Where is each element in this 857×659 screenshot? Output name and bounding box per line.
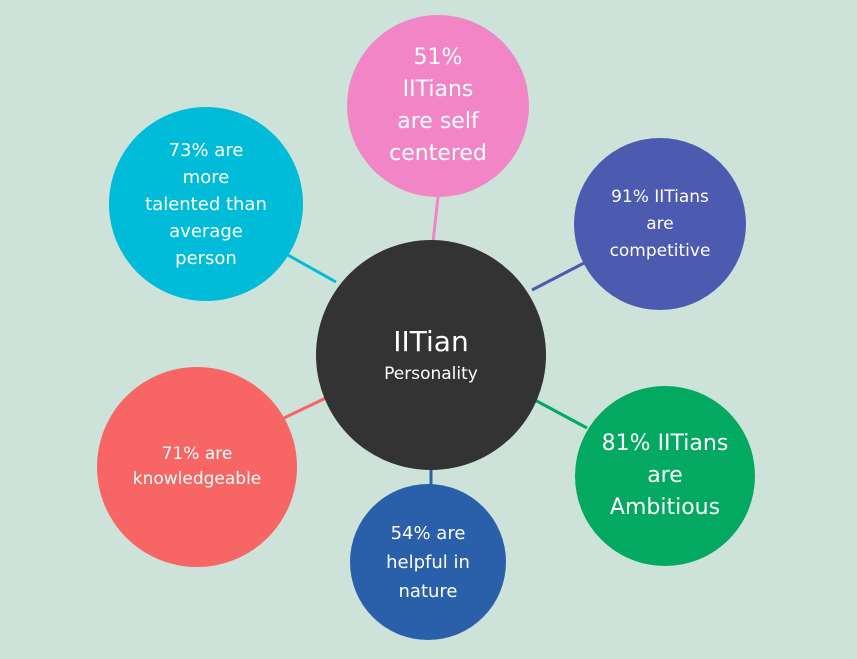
node-helpful-label: 54% are helpful in nature [386, 522, 470, 602]
node-talented: 73% are more talented than average perso… [109, 107, 303, 301]
center-subtitle: Personality [384, 364, 478, 384]
connector-knowledgeable [283, 394, 331, 420]
node-knowledgeable-label: 71% are knowledgeable [132, 444, 262, 489]
node-ambitious: 81% IITians are Ambitious [575, 386, 755, 566]
center-title: IITian [393, 325, 469, 358]
node-knowledgeable: 71% are knowledgeable [97, 367, 297, 567]
node-talented-label: 73% are more talented than average perso… [145, 139, 267, 269]
connector-self-centered [431, 196, 440, 243]
center-node: IITian Personality [316, 240, 546, 470]
connector-ambitious [532, 397, 588, 430]
node-self-centered: 51% IITians are self centered [347, 15, 529, 197]
node-helpful: 54% are helpful in nature [350, 484, 506, 640]
node-competitive: 91% IITians are competitive [574, 138, 746, 310]
connector-competitive [531, 260, 587, 292]
connector-talented [285, 252, 337, 284]
node-competitive-label: 91% IITians are competitive [609, 186, 711, 261]
node-ambitious-label: 81% IITians are Ambitious [601, 431, 729, 520]
node-self-centered-label: 51% IITians are self centered [389, 45, 487, 166]
